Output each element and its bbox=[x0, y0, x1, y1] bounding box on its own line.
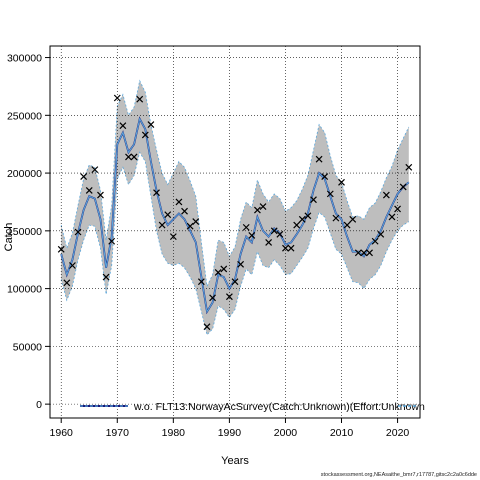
x-tick-label: 1970 bbox=[106, 427, 130, 439]
observed-point bbox=[153, 189, 160, 197]
observed-point bbox=[399, 183, 407, 191]
observed-point bbox=[181, 207, 188, 215]
x-tick-label: 2020 bbox=[386, 427, 410, 439]
observed-point bbox=[164, 211, 172, 219]
observed-point bbox=[197, 278, 205, 286]
observed-point bbox=[63, 279, 71, 287]
y-tick-label: 300000 bbox=[7, 53, 42, 65]
observed-point bbox=[332, 214, 340, 222]
observed-point bbox=[136, 95, 144, 103]
observed-point bbox=[231, 278, 239, 286]
y-tick-label: 250000 bbox=[7, 110, 42, 122]
y-axis-title: Catch bbox=[3, 223, 15, 252]
observed-point bbox=[68, 262, 76, 269]
observed-point bbox=[248, 232, 256, 239]
observed-point bbox=[326, 190, 334, 198]
series-line-light bbox=[60, 117, 410, 314]
observed-point bbox=[270, 227, 278, 235]
observed-point bbox=[158, 221, 166, 229]
observed-point bbox=[209, 294, 217, 302]
observed-point bbox=[349, 215, 357, 223]
observed-point bbox=[237, 260, 245, 268]
observed-point bbox=[57, 245, 65, 253]
legend: w.o. FLT13:NorwayAcSurvey(Catch:Unknown)… bbox=[80, 401, 425, 413]
observed-point bbox=[175, 198, 183, 206]
observed-point bbox=[125, 153, 132, 161]
observed-point bbox=[298, 215, 306, 223]
observed-point bbox=[282, 244, 289, 252]
observed-point bbox=[394, 205, 402, 213]
observed-point bbox=[147, 121, 155, 128]
ci-upper-line bbox=[60, 79, 410, 288]
x-tick-label: 1960 bbox=[50, 427, 74, 439]
observed-point bbox=[203, 323, 211, 331]
observed-point bbox=[287, 244, 295, 252]
observed-point bbox=[214, 269, 222, 276]
observed-point bbox=[80, 173, 88, 180]
observed-point bbox=[360, 249, 368, 257]
observed-point bbox=[265, 238, 273, 246]
y-tick-label: 150000 bbox=[7, 226, 42, 238]
observed-point bbox=[259, 203, 267, 211]
observed-point bbox=[119, 122, 127, 130]
observed-point bbox=[354, 249, 362, 257]
observed-point bbox=[108, 237, 116, 245]
observed-point bbox=[225, 293, 233, 301]
observed-point bbox=[293, 221, 301, 229]
observed-point bbox=[377, 230, 385, 238]
observed-point bbox=[141, 131, 149, 139]
observed-point bbox=[113, 94, 121, 102]
x-axis-title: Years bbox=[221, 455, 249, 467]
observed-point bbox=[186, 222, 194, 230]
observed-point bbox=[192, 218, 200, 226]
observed-point bbox=[405, 163, 413, 171]
observed-point bbox=[91, 166, 99, 174]
observed-point bbox=[74, 228, 82, 236]
x-tick-label: 2010 bbox=[330, 427, 354, 439]
observed-point bbox=[321, 173, 329, 180]
x-tick-label: 1990 bbox=[218, 427, 242, 439]
footer-credit: stockassessment.org,NEAsaithe_bmr7,r1778… bbox=[320, 472, 477, 478]
x-tick-label: 2000 bbox=[274, 427, 298, 439]
plot-frame bbox=[49, 45, 421, 419]
observed-point bbox=[253, 206, 261, 214]
observed-point bbox=[338, 178, 345, 186]
observed-point bbox=[315, 155, 323, 163]
observed-point bbox=[169, 233, 177, 241]
observed-point bbox=[276, 230, 284, 238]
observed-point bbox=[371, 237, 379, 245]
observed-point bbox=[242, 223, 250, 231]
y-tick-label: 50000 bbox=[13, 341, 42, 353]
x-tick-label: 1980 bbox=[162, 427, 186, 439]
y-tick-label: 0 bbox=[36, 399, 42, 411]
observed-point bbox=[304, 212, 312, 220]
observed-point bbox=[388, 213, 396, 221]
observed-point bbox=[382, 191, 390, 199]
observed-point bbox=[97, 191, 104, 199]
observed-point bbox=[102, 273, 110, 281]
observed-point bbox=[85, 186, 93, 194]
observed-point bbox=[130, 153, 138, 161]
observed-point bbox=[366, 249, 373, 257]
observed-point bbox=[310, 196, 317, 204]
y-tick-label: 200000 bbox=[7, 168, 42, 180]
plot-area: 1960 1970 1980 1990 2000 2010 2020 0 50000 100000… bbox=[7, 45, 421, 439]
ci-lower-line bbox=[60, 151, 410, 336]
y-tick-label: 100000 bbox=[7, 284, 42, 296]
observed-point bbox=[220, 265, 228, 273]
legend-label: w.o. FLT13:NorwayAcSurvey(Catch:Unknown)… bbox=[133, 401, 425, 413]
observed-point bbox=[343, 221, 351, 229]
